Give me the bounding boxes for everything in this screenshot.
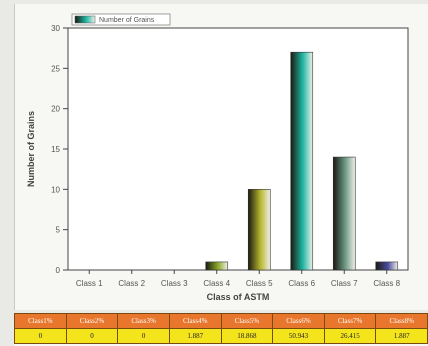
y-tick-label: 25: [51, 64, 60, 73]
x-tick-label: Class 3: [161, 279, 188, 288]
table-header-row: Class1% Class2% Class3% Class4% Class5% …: [14, 313, 428, 329]
table-header-cell: Class3%: [117, 313, 170, 329]
legend-swatch: [74, 15, 96, 24]
x-tick-label: Class 1: [76, 279, 103, 288]
bar-class-7: [332, 156, 356, 271]
table-cell: 1.887: [168, 328, 222, 344]
x-axis-title: Class of ASTM: [207, 292, 270, 302]
table-cell: 0: [117, 328, 170, 344]
y-tick-label: 30: [51, 24, 60, 33]
table-header-cell: Class1%: [14, 313, 67, 329]
table-header-cell: Class5%: [220, 313, 274, 329]
table-cell: 0: [65, 328, 119, 344]
bar-chart: 0 5 10 15 20 25 30 Class 1 Class 2 Class 3 Class 4…: [26, 13, 409, 302]
x-tick-label: Class 5: [246, 279, 273, 288]
y-axis-title: Number of Grains: [26, 111, 36, 187]
table-header-cell: Class2%: [65, 313, 119, 329]
percentage-table: Class1% Class2% Class3% Class4% Class5% …: [14, 313, 428, 346]
x-tick-label: Class 2: [118, 279, 145, 288]
bar-class-4: [205, 261, 229, 271]
table-cell: 26.415: [323, 328, 377, 344]
legend-box: [71, 13, 171, 26]
legend-label: Number of Grains: [99, 17, 155, 24]
table-header-cell: Class6%: [272, 313, 325, 329]
bar-class-5: [247, 189, 271, 271]
x-tick-label: Class 4: [203, 279, 230, 288]
y-tick-label: 0: [56, 266, 61, 275]
table-cell: 50.943: [272, 328, 325, 344]
x-tick-label: Class 8: [373, 279, 400, 288]
y-tick-label: 20: [51, 105, 60, 114]
y-tick-label: 10: [51, 185, 60, 194]
plot-area: [67, 27, 409, 271]
x-tick-label: Class 6: [288, 279, 315, 288]
bar-class-6: [290, 51, 314, 271]
x-tick-label: Class 7: [331, 279, 358, 288]
table-cell: 1.887: [375, 328, 428, 344]
bar-class-8: [375, 261, 399, 271]
table-cell: 0: [14, 328, 67, 344]
table-row: 0 0 0 1.887 18.868 50.943 26.415 1.887: [14, 328, 428, 344]
table-header-cell: Class8%: [375, 313, 428, 329]
table-cell: 18.868: [220, 328, 274, 344]
table-header-cell: Class4%: [168, 313, 222, 329]
y-tick-label: 15: [51, 145, 60, 154]
y-tick-label: 5: [56, 226, 61, 235]
table-header-cell: Class7%: [323, 313, 377, 329]
